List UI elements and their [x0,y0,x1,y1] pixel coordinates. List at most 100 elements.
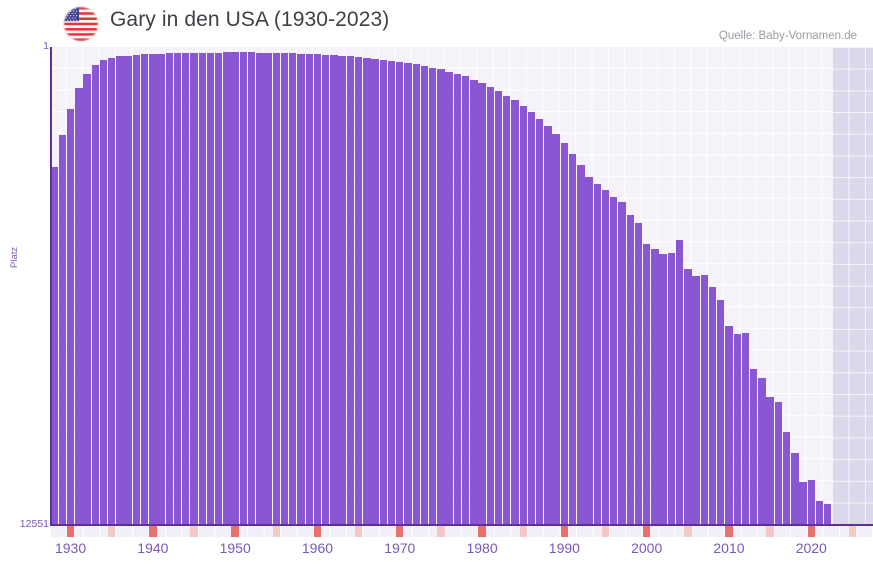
bar [437,69,445,525]
us-flag-icon [64,7,98,41]
bar [527,112,536,525]
bar [675,240,684,525]
bar [552,134,560,525]
bar [132,54,141,525]
bar [494,90,503,525]
chart-header: Gary in den USA (1930-2023) Quelle: Baby… [0,0,873,46]
x-axis-half-decade-tick [848,526,857,537]
x-axis-tick-strip [50,526,873,537]
bar [815,501,824,525]
bar [223,52,231,525]
bar [667,253,676,525]
bar [91,64,99,525]
bar [140,54,149,525]
bar [198,52,206,525]
x-axis-decade-tick [560,526,569,537]
bar [766,397,774,525]
bar [651,248,659,525]
bar [75,88,83,525]
bar [503,95,511,525]
bar [478,82,486,525]
x-axis-tick-label: 1940 [137,540,169,556]
x-axis-spine [50,524,873,526]
bar [149,53,157,525]
bar [190,53,198,525]
bar [215,52,223,525]
x-axis-half-decade-tick [766,526,774,537]
bar [297,53,305,525]
bar [585,177,593,525]
bar [445,71,453,525]
bar [379,59,388,525]
bar [322,54,330,525]
bar [363,57,371,525]
x-axis-half-decade-tick [437,526,445,537]
bar [165,53,174,525]
x-axis-decade-tick [642,526,651,537]
bar-series [50,47,873,525]
bar [610,196,618,525]
x-axis-tick-strip-grid [50,526,873,537]
bar [354,57,363,525]
bar [412,64,420,525]
bar [626,215,634,525]
future-region-gridlines [831,47,873,525]
y-axis-spine [50,47,52,525]
bar [741,333,750,525]
x-axis-half-decade-tick [354,526,363,537]
x-axis-tick-label: 1970 [384,540,416,556]
y-axis-tick-bottom: 12551 [19,518,49,530]
bar [799,482,807,525]
bar [486,86,494,525]
bar [461,76,470,525]
bar [544,126,552,525]
x-axis-half-decade-tick [684,526,692,537]
x-axis-decade-tick [478,526,486,537]
future-shaded-region [831,47,873,525]
bar [157,53,165,525]
bar [404,62,412,525]
bar [256,52,264,525]
bar [782,432,791,525]
plot-area [50,47,873,525]
bar [659,253,667,525]
bar [684,269,692,525]
bar [247,52,256,525]
x-axis-half-decade-tick [519,526,527,537]
bar [758,377,766,525]
bar [470,79,478,525]
bar [774,401,783,525]
bar [264,52,272,525]
bar [717,299,725,525]
y-axis-tick-top: 1 [43,40,49,52]
bar [346,56,355,525]
bar [692,276,700,525]
x-axis-tick-label: 2020 [795,540,827,556]
x-axis-decade-tick [231,526,239,537]
x-axis-half-decade-tick [601,526,610,537]
bar [66,108,75,525]
bar [642,243,651,525]
bar [618,202,626,525]
bar [568,154,577,525]
bar [634,222,643,525]
bar [733,333,741,525]
bar [387,60,396,525]
bar [420,65,429,525]
x-axis-decade-tick [725,526,733,537]
bar [272,53,281,525]
bar [396,61,404,525]
bar [725,325,733,525]
bar [289,53,297,525]
bar [330,55,338,525]
bar [577,165,585,525]
x-axis-tick-label: 2010 [713,540,745,556]
x-axis-tick-label: 1990 [548,540,580,556]
bar [231,52,239,525]
bar [519,106,527,525]
x-axis-half-decade-tick [190,526,198,537]
bar [791,452,799,525]
x-axis-half-decade-tick [272,526,281,537]
bar [824,504,832,525]
x-axis-decade-tick [313,526,322,537]
